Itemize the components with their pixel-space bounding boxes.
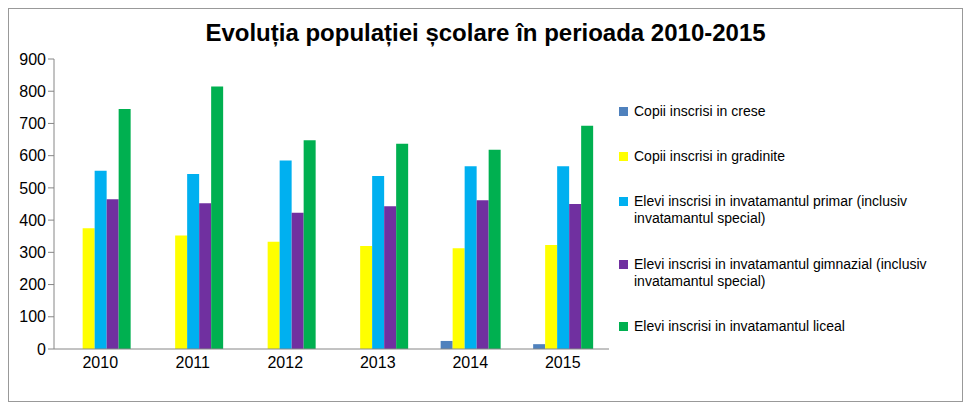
svg-text:500: 500	[19, 180, 46, 197]
svg-text:2012: 2012	[267, 354, 303, 371]
svg-text:2014: 2014	[452, 354, 488, 371]
svg-text:2011: 2011	[176, 354, 211, 371]
svg-text:700: 700	[19, 115, 46, 132]
html-text:Evoluția populației școlare în: Evoluția populației școlare în perioada …	[205, 19, 766, 46]
svg-text:400: 400	[19, 212, 46, 229]
html-text:Elevi inscrisi in invatamantul: Elevi inscrisi in invatamantul primar (i…	[634, 193, 908, 227]
svg-text:2013: 2013	[360, 354, 396, 371]
svg-text:2010: 2010	[82, 354, 118, 371]
svg-text:200: 200	[19, 276, 46, 293]
svg-text:2015: 2015	[545, 354, 581, 371]
svg-text:900: 900	[19, 51, 46, 68]
svg-text:0: 0	[37, 341, 46, 358]
html-text:Elevi inscrisi in invatamantul: Elevi inscrisi in invatamantul gimnazial…	[634, 255, 927, 289]
html-text:Copii inscrisi in gradinite: Copii inscrisi in gradinite	[634, 148, 785, 165]
svg-text:300: 300	[19, 244, 46, 261]
svg-text:800: 800	[19, 83, 46, 100]
svg-text:600: 600	[19, 147, 46, 164]
html-text:Copii inscrisi in crese: Copii inscrisi in crese	[634, 103, 766, 120]
html-text:Elevi inscrisi in invatamantul: Elevi inscrisi in invatamantul liceal	[634, 317, 845, 334]
svg-text:100: 100	[19, 308, 46, 325]
